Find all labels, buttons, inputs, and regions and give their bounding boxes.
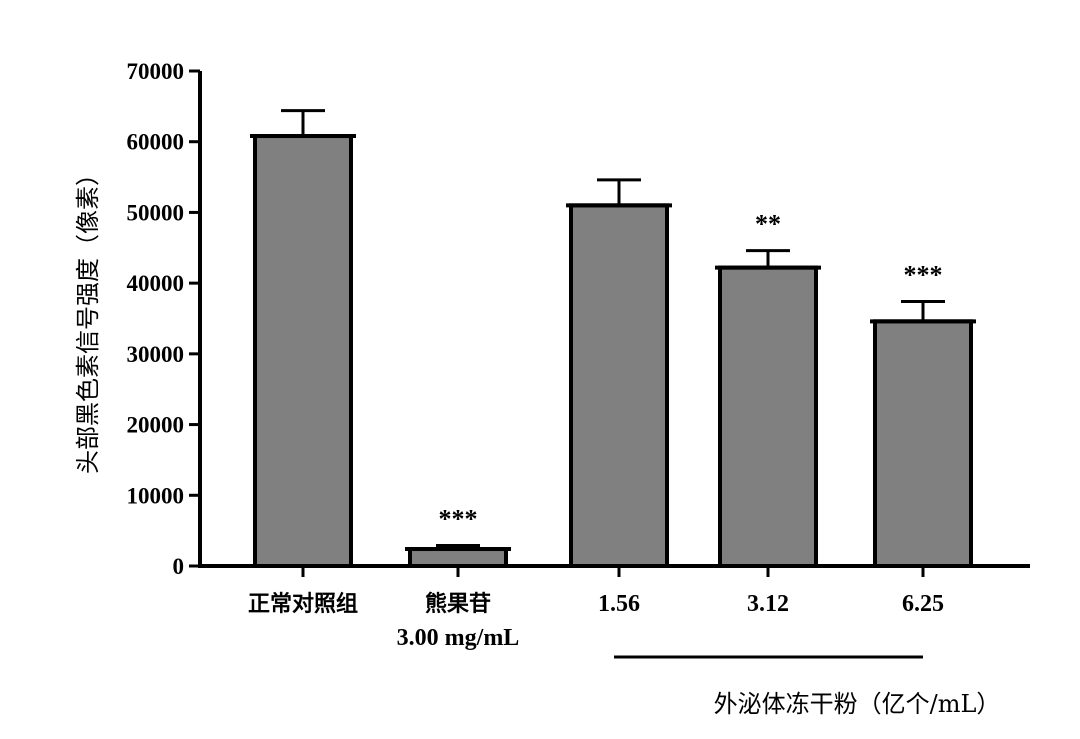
dose-group-label: 外泌体冻干粉（亿个/mL） [714, 690, 1001, 718]
significance-marks: ******** [439, 210, 943, 534]
bar [569, 203, 669, 568]
significance-label: *** [904, 261, 943, 290]
y-tick-label: 20000 [127, 413, 185, 438]
bars [250, 109, 976, 569]
bar [873, 319, 973, 569]
x-category-label: 6.25 [902, 591, 944, 617]
x-category-label: 熊果苷 [425, 591, 491, 617]
significance-label: *** [439, 504, 478, 533]
y-tick-label: 50000 [127, 200, 185, 225]
x-axis-categories: 正常对照组 熊果苷 3.00 mg/mL 1.56 3.12 6.25 [248, 566, 944, 651]
y-tick-label: 10000 [127, 483, 185, 508]
bar [718, 265, 818, 568]
x-category-label: 1.56 [598, 591, 640, 617]
x-category-label: 3.12 [747, 591, 789, 617]
y-tick-label: 0 [173, 554, 185, 579]
y-tick-label: 40000 [127, 271, 185, 296]
y-axis-ticks: 0 10000 20000 30000 40000 50000 60000 70000 [127, 59, 200, 579]
significance-label: ** [755, 210, 781, 239]
y-tick-label: 70000 [127, 59, 185, 84]
dose-group-annotation: 外泌体冻干粉（亿个/mL） [614, 655, 1001, 718]
bar [253, 134, 353, 569]
y-tick-label: 60000 [127, 130, 185, 155]
y-axis-label: 头部黑色素信号强度（像素） [74, 162, 102, 474]
bar [408, 547, 508, 568]
y-tick-label: 30000 [127, 342, 185, 367]
x-category-sublabel: 3.00 mg/mL [397, 625, 520, 651]
x-category-label: 正常对照组 [248, 591, 358, 617]
